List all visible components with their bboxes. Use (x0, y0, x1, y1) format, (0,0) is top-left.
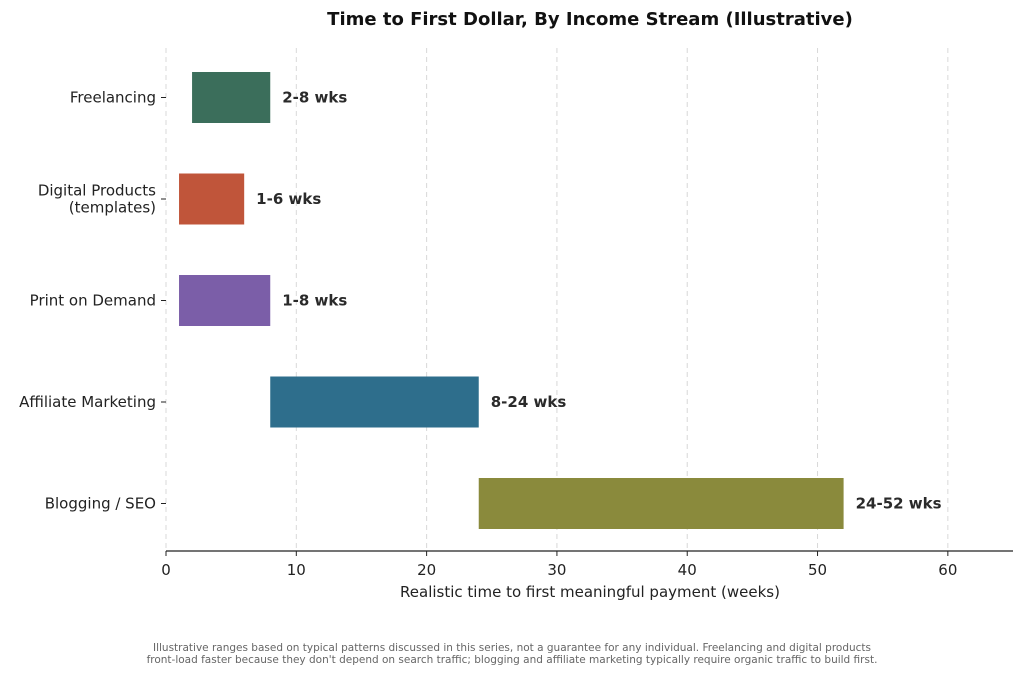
bar-data-label: 8-24 wks (491, 393, 567, 411)
category-label: Digital Products (templates) (38, 182, 156, 217)
x-axis: 0 10 20 30 40 50 60 (161, 550, 1013, 579)
x-tick-label: 30 (547, 561, 566, 579)
bar-data-label: 2-8 wks (282, 89, 347, 107)
x-tick-label: 40 (678, 561, 697, 579)
x-tick-label: 50 (808, 561, 827, 579)
range-bar (179, 275, 271, 326)
footnote: Illustrative ranges based on typical pat… (62, 642, 962, 666)
range-bar (270, 376, 479, 428)
category-label: Blogging / SEO (45, 495, 156, 513)
range-bar-chart: Time to First Dollar, By Income Stream (… (19, 9, 1013, 601)
category-label: Affiliate Marketing (19, 393, 156, 411)
footnote-line-2: front-load faster because they don't dep… (146, 654, 878, 666)
x-tick-label: 10 (287, 561, 306, 579)
x-tick-label: 0 (161, 561, 171, 579)
bar-data-label: 1-6 wks (256, 190, 321, 208)
x-tick-label: 60 (938, 561, 957, 579)
bar-data-label: 24-52 wks (856, 495, 942, 513)
range-bar (179, 173, 245, 225)
footnote-line-1: Illustrative ranges based on typical pat… (152, 642, 872, 654)
gridlines (165, 48, 949, 551)
range-bar (478, 478, 844, 529)
chart-title: Time to First Dollar, By Income Stream (… (327, 9, 853, 30)
x-tick-label: 20 (417, 561, 436, 579)
range-bar (192, 72, 271, 123)
bar-series (179, 72, 844, 529)
bar-data-label: 1-8 wks (282, 292, 347, 310)
x-axis-label: Realistic time to first meaningful payme… (400, 583, 780, 601)
category-labels: Freelancing Digital Products (templates) Pr… (19, 89, 166, 513)
category-label: Freelancing (70, 89, 156, 107)
data-labels: 2-8 wks 1-6 wks 1-8 wks 8-24 wks 24-52 wks (256, 89, 941, 513)
category-label: Print on Demand (30, 292, 156, 310)
